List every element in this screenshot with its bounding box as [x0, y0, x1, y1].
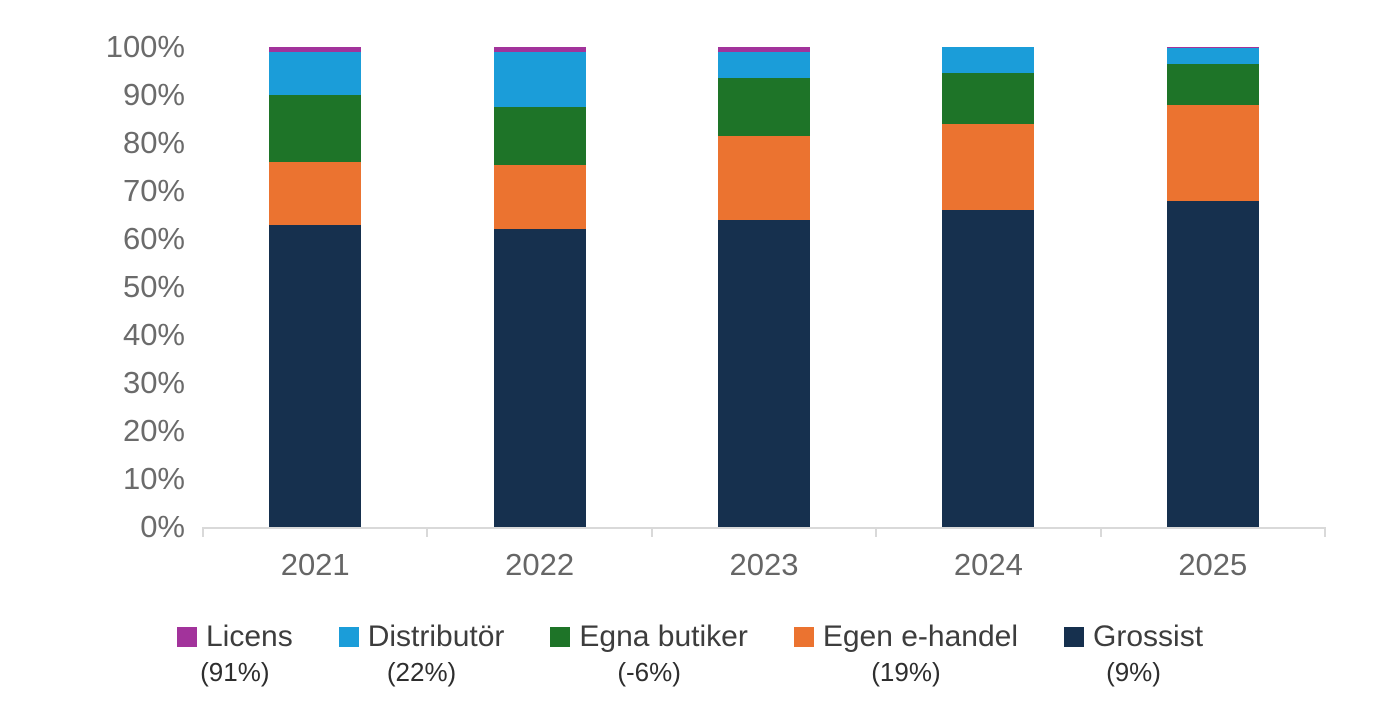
legend-entry: Distributör — [338, 620, 505, 654]
legend-entry: Grossist — [1064, 620, 1203, 654]
bar-segment-grossist-2025 — [1166, 200, 1259, 527]
bar-segment-distribut-r-2024 — [942, 47, 1035, 74]
bar-segment-licens-2022 — [493, 47, 586, 52]
legend-growth-value: (9%) — [1106, 657, 1161, 687]
legend-swatch-icon — [550, 627, 571, 647]
legend-item-distribut-r: Distributör (22%) — [338, 620, 505, 687]
x-axis-tick — [202, 527, 204, 537]
bar-2022 — [493, 47, 586, 527]
legend-label: Grossist — [1093, 620, 1204, 653]
legend-growth-value: (22%) — [386, 657, 457, 687]
legend-label: Egen e-handel — [822, 620, 1019, 653]
legend-growth-value: (91%) — [200, 657, 270, 687]
x-axis-tick — [1099, 527, 1102, 537]
bar-segment-egen-e-handel-2023 — [718, 135, 810, 220]
bar-2021 — [269, 47, 362, 527]
legend-item-grossist: Grossist (9%) — [1064, 620, 1203, 686]
legend-growth-value: (-6%) — [617, 657, 681, 687]
legend-swatch-icon — [1064, 627, 1085, 647]
bar-segment-grossist-2022 — [493, 229, 586, 527]
bar-segment-egna-butiker-2023 — [718, 78, 810, 136]
bar-segment-egen-e-handel-2025 — [1166, 104, 1259, 201]
y-axis-tick-label: 10% — [122, 461, 185, 496]
bar-segment-egen-e-handel-2022 — [493, 164, 586, 230]
legend-growth-value: (19%) — [871, 657, 941, 687]
bar-2025 — [1166, 47, 1259, 527]
bar-2024 — [942, 47, 1035, 527]
bar-segment-egen-e-handel-2024 — [942, 123, 1035, 211]
x-axis-tick — [875, 527, 878, 537]
bar-segment-distribut-r-2022 — [493, 51, 586, 107]
bar-segment-egna-butiker-2025 — [1166, 63, 1259, 105]
bar-2023 — [718, 47, 810, 527]
bar-segment-egna-butiker-2022 — [493, 107, 586, 165]
bar-segment-licens-2021 — [269, 47, 362, 52]
y-axis-tick-label: 0% — [140, 509, 185, 544]
legend-label: Licens — [205, 620, 293, 653]
x-axis-label-2025: 2025 — [1178, 547, 1248, 582]
legend-label: Distributör — [367, 620, 505, 653]
y-axis-tick-label: 30% — [122, 365, 185, 400]
bar-segment-distribut-r-2021 — [269, 51, 362, 95]
bar-segment-grossist-2023 — [718, 219, 810, 527]
legend-item-egna-butiker: Egna butiker (-6%) — [550, 620, 748, 687]
x-axis-line — [203, 527, 1326, 529]
x-axis-label-2023: 2023 — [729, 547, 799, 582]
y-axis-tick-label: 70% — [122, 173, 185, 208]
x-axis-label-2024: 2024 — [953, 547, 1023, 582]
y-axis-tick-label: 60% — [122, 221, 185, 256]
legend-entry: Egen e-handel — [793, 620, 1019, 654]
bar-segment-egen-e-handel-2021 — [269, 162, 362, 225]
x-axis-tick — [650, 527, 653, 537]
y-axis-tick-label: 40% — [122, 317, 185, 352]
bar-segment-licens-2023 — [718, 47, 810, 52]
bar-segment-distribut-r-2025 — [1166, 48, 1259, 64]
y-axis-tick-label: 20% — [122, 413, 185, 448]
legend-entry: Licens — [176, 620, 293, 654]
legend-label: Egna butiker — [579, 620, 748, 653]
legend-entry: Egna butiker — [550, 620, 748, 654]
legend-swatch-icon — [176, 627, 197, 647]
legend-swatch-icon — [338, 627, 359, 647]
x-axis-label-2022: 2022 — [505, 547, 575, 582]
x-axis-label-2021: 2021 — [280, 547, 350, 582]
legend-item-licens: Licens (91%) — [176, 620, 293, 687]
y-axis-tick-label: 90% — [122, 77, 185, 112]
plot-area — [203, 47, 1325, 527]
bar-segment-distribut-r-2023 — [718, 51, 810, 79]
bar-segment-egna-butiker-2021 — [269, 95, 362, 163]
bar-segment-grossist-2024 — [942, 210, 1035, 527]
y-axis-tick-label: 50% — [122, 269, 185, 304]
x-axis-tick — [426, 527, 429, 537]
bar-segment-egna-butiker-2024 — [942, 73, 1035, 124]
bar-segment-licens-2025 — [1166, 47, 1259, 49]
legend-item-egen-e-handel: Egen e-handel (19%) — [793, 620, 1019, 687]
legend: Licens (91%) Distributör (22%) Egna butiker (… — [0, 620, 1380, 686]
bar-segment-grossist-2021 — [269, 224, 362, 527]
legend-swatch-icon — [793, 627, 814, 647]
y-axis-tick-label: 100% — [105, 29, 185, 64]
x-axis-tick — [1324, 527, 1326, 537]
y-axis-tick-label: 80% — [122, 125, 185, 160]
